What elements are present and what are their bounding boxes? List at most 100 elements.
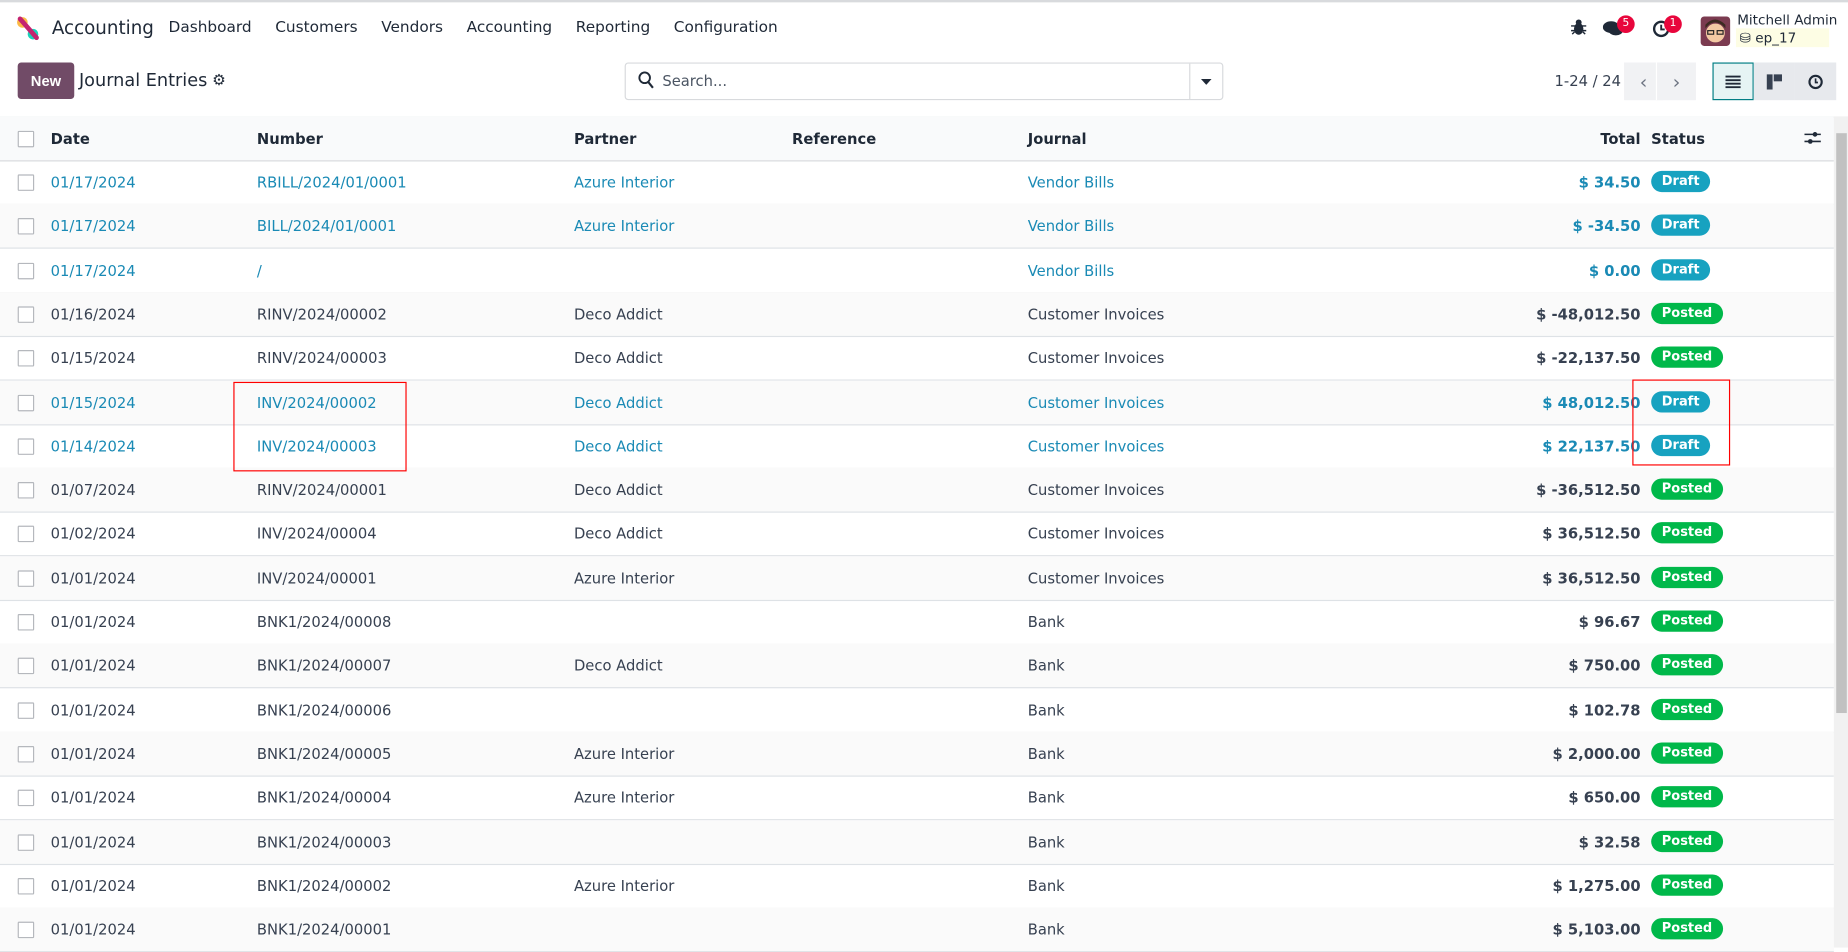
row-checkbox[interactable]	[17, 526, 35, 543]
row-number[interactable]: /	[256, 261, 262, 279]
row-number[interactable]: BNK1/2024/00004	[256, 788, 392, 807]
row-partner[interactable]: Deco Addict	[573, 437, 663, 455]
row-checkbox[interactable]	[17, 306, 35, 323]
row-partner[interactable]: Azure Interior	[573, 788, 675, 807]
user-avatar[interactable]	[1700, 16, 1731, 46]
table-row[interactable]: 01/15/2024 RINV/2024/00003 Deco Addict C…	[0, 336, 1834, 381]
search-input[interactable]: Search...	[662, 71, 728, 90]
row-journal[interactable]: Bank	[1027, 832, 1065, 851]
column-date[interactable]: Date	[50, 129, 90, 148]
row-date[interactable]: 01/15/2024	[50, 393, 136, 411]
row-journal[interactable]: Bank	[1027, 876, 1065, 895]
row-checkbox[interactable]	[17, 262, 35, 279]
row-journal[interactable]: Vendor Bills	[1027, 261, 1115, 279]
row-checkbox[interactable]	[17, 789, 35, 807]
row-checkbox[interactable]	[17, 174, 35, 191]
row-number[interactable]: INV/2024/00003	[256, 437, 377, 455]
app-logo-icon[interactable]	[16, 16, 40, 41]
menu-vendors[interactable]: Vendors	[381, 18, 444, 37]
row-number[interactable]: BNK1/2024/00001	[256, 920, 392, 939]
row-checkbox[interactable]	[17, 394, 35, 411]
row-partner[interactable]: Azure Interior	[573, 217, 675, 235]
activity-view-button[interactable]	[1794, 62, 1837, 101]
select-all-checkbox[interactable]	[17, 130, 35, 148]
row-number[interactable]: RBILL/2024/01/0001	[256, 173, 407, 191]
table-row[interactable]: 01/01/2024 BNK1/2024/00001 Bank $ 5,103.…	[0, 907, 1834, 952]
column-journal[interactable]: Journal	[1027, 129, 1087, 148]
debug-bug-icon[interactable]	[1571, 19, 1587, 35]
row-date[interactable]: 01/15/2024	[50, 349, 136, 367]
row-journal[interactable]: Customer Invoices	[1027, 568, 1165, 587]
menu-dashboard[interactable]: Dashboard	[168, 18, 252, 37]
row-date[interactable]: 01/01/2024	[50, 700, 136, 719]
row-journal[interactable]: Customer Invoices	[1027, 524, 1165, 543]
row-checkbox[interactable]	[17, 570, 35, 587]
row-number[interactable]: INV/2024/00002	[256, 393, 377, 411]
row-number[interactable]: INV/2024/00004	[256, 524, 377, 543]
row-date[interactable]: 01/01/2024	[50, 744, 136, 763]
row-checkbox[interactable]	[17, 921, 35, 939]
new-button[interactable]: New	[17, 62, 75, 99]
row-date[interactable]: 01/02/2024	[50, 524, 136, 543]
pager-next-button[interactable]: ›	[1655, 62, 1696, 101]
user-name[interactable]: Mitchell Admin	[1737, 11, 1838, 29]
row-checkbox[interactable]	[17, 350, 35, 367]
row-date[interactable]: 01/01/2024	[50, 876, 136, 895]
row-date[interactable]: 01/01/2024	[50, 568, 136, 587]
row-number[interactable]: BILL/2024/01/0001	[256, 217, 397, 235]
row-checkbox[interactable]	[17, 657, 35, 675]
table-row[interactable]: 01/01/2024 BNK1/2024/00006 Bank $ 102.78…	[0, 688, 1834, 733]
row-number[interactable]: BNK1/2024/00003	[256, 832, 392, 851]
pager-value[interactable]: 1-24 / 24	[1554, 71, 1622, 90]
row-partner[interactable]: Azure Interior	[573, 568, 675, 587]
table-row[interactable]: 01/01/2024 INV/2024/00001 Azure Interior…	[0, 555, 1834, 601]
table-row[interactable]: 01/17/2024 BILL/2024/01/0001 Azure Inter…	[0, 204, 1834, 250]
row-partner[interactable]: Deco Addict	[573, 656, 663, 675]
row-date[interactable]: 01/17/2024	[50, 261, 136, 279]
table-row[interactable]: 01/02/2024 INV/2024/00004 Deco Addict Cu…	[0, 512, 1834, 557]
vertical-scrollbar[interactable]	[1833, 116, 1848, 948]
row-journal[interactable]: Vendor Bills	[1027, 217, 1115, 235]
row-partner[interactable]: Deco Addict	[573, 305, 663, 323]
row-number[interactable]: RINV/2024/00002	[256, 305, 387, 323]
table-row[interactable]: 01/01/2024 BNK1/2024/00003 Bank $ 32.58 …	[0, 819, 1834, 865]
row-journal[interactable]: Customer Invoices	[1027, 349, 1165, 367]
row-partner[interactable]: Deco Addict	[573, 480, 663, 499]
row-date[interactable]: 01/01/2024	[50, 788, 136, 807]
row-checkbox[interactable]	[17, 614, 35, 631]
row-journal[interactable]: Bank	[1027, 700, 1065, 719]
scrollbar-thumb[interactable]	[1836, 133, 1847, 714]
row-checkbox[interactable]	[17, 833, 35, 851]
row-journal[interactable]: Customer Invoices	[1027, 393, 1165, 411]
app-name[interactable]: Accounting	[51, 17, 154, 39]
row-partner[interactable]: Deco Addict	[573, 349, 663, 367]
row-checkbox[interactable]	[17, 745, 35, 763]
row-partner[interactable]: Azure Interior	[573, 744, 675, 763]
table-row[interactable]: 01/16/2024 RINV/2024/00002 Deco Addict C…	[0, 292, 1834, 337]
row-journal[interactable]: Bank	[1027, 788, 1065, 807]
table-row[interactable]: 01/01/2024 BNK1/2024/00007 Deco Addict B…	[0, 643, 1834, 689]
kanban-view-button[interactable]	[1753, 62, 1795, 101]
column-partner[interactable]: Partner	[573, 129, 637, 148]
row-number[interactable]: BNK1/2024/00002	[256, 876, 392, 895]
table-row[interactable]: 01/01/2024 BNK1/2024/00002 Azure Interio…	[0, 864, 1834, 909]
list-view-button[interactable]	[1712, 62, 1754, 101]
table-row[interactable]: 01/17/2024 RBILL/2024/01/0001 Azure Inte…	[0, 160, 1834, 206]
menu-accounting[interactable]: Accounting	[466, 18, 553, 37]
menu-customers[interactable]: Customers	[275, 18, 358, 37]
menu-configuration[interactable]: Configuration	[673, 18, 778, 37]
row-number[interactable]: BNK1/2024/00007	[256, 656, 392, 675]
row-date[interactable]: 01/01/2024	[50, 612, 136, 631]
row-date[interactable]: 01/01/2024	[50, 656, 136, 675]
row-journal[interactable]: Customer Invoices	[1027, 305, 1165, 323]
table-row[interactable]: 01/01/2024 BNK1/2024/00004 Azure Interio…	[0, 776, 1834, 821]
table-row[interactable]: 01/01/2024 BNK1/2024/00005 Azure Interio…	[0, 731, 1834, 777]
menu-reporting[interactable]: Reporting	[575, 18, 651, 37]
row-partner[interactable]: Azure Interior	[573, 173, 675, 191]
row-checkbox[interactable]	[17, 877, 35, 895]
row-number[interactable]: RINV/2024/00003	[256, 349, 387, 367]
row-partner[interactable]: Deco Addict	[573, 524, 663, 543]
row-date[interactable]: 01/07/2024	[50, 480, 136, 499]
gear-icon[interactable]: ⚙	[212, 71, 226, 90]
row-checkbox[interactable]	[17, 701, 35, 719]
